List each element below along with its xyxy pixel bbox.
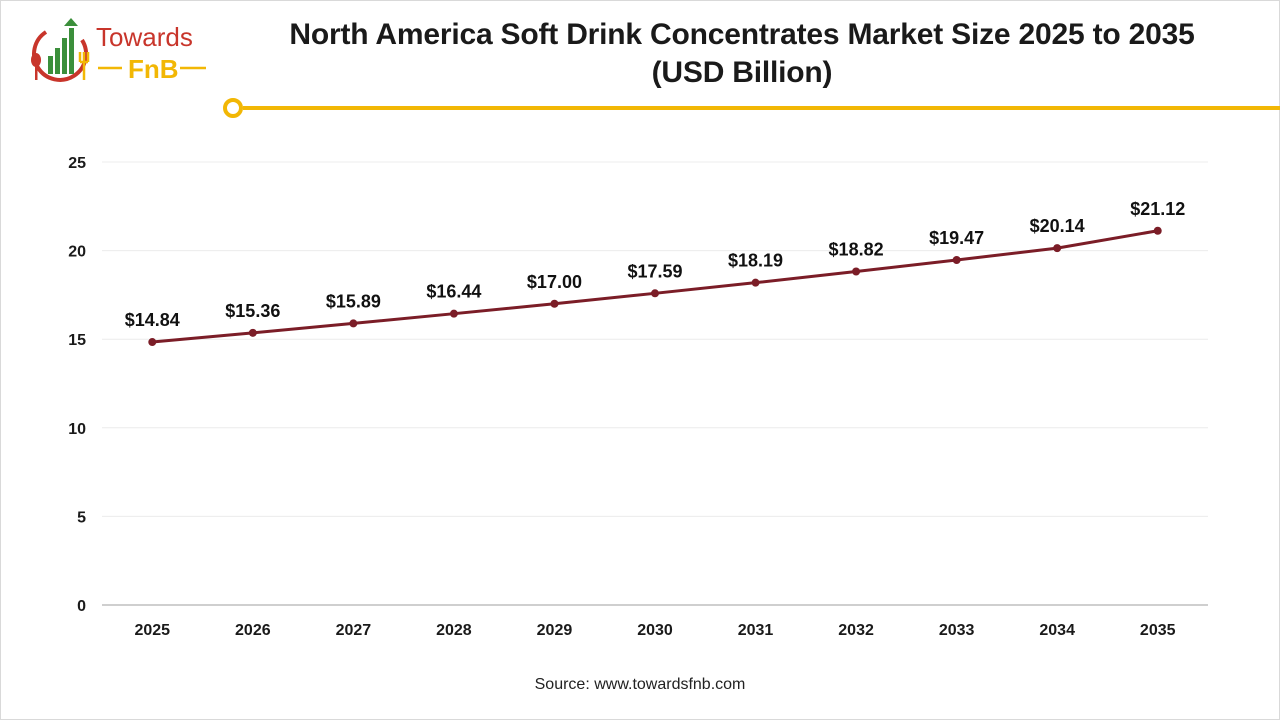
data-point [1053, 244, 1062, 253]
title-divider [223, 98, 1280, 118]
data-label: $17.59 [627, 261, 682, 281]
data-label: $19.47 [929, 228, 984, 248]
source-note: Source: www.towardsfnb.com [534, 676, 746, 693]
data-point [248, 328, 257, 337]
title-line-2: (USD Billion) [651, 56, 833, 89]
y-tick-label: 25 [68, 155, 86, 172]
data-point [952, 255, 961, 264]
page-title: North America Soft Drink Concentrates Ma… [240, 16, 1244, 92]
x-tick-label: 2033 [939, 622, 975, 639]
data-label: $15.36 [225, 301, 280, 321]
x-tick-label: 2026 [235, 622, 271, 639]
logo-word-fnb: FnB [128, 54, 179, 84]
x-tick-label: 2029 [537, 622, 573, 639]
y-tick-label: 10 [68, 421, 86, 438]
x-tick-label: 2031 [738, 622, 774, 639]
x-tick-label: 2028 [436, 622, 472, 639]
data-point [148, 338, 157, 347]
x-tick-label: 2032 [838, 622, 874, 639]
y-tick-label: 0 [77, 598, 86, 615]
logo-arrow-icon [64, 18, 78, 26]
x-tick-label: 2030 [637, 622, 673, 639]
y-tick-label: 15 [68, 332, 86, 349]
data-point [449, 309, 458, 318]
logo-bar-3 [62, 38, 67, 74]
fork-icon [78, 52, 90, 80]
y-tick-label: 20 [68, 244, 86, 261]
spoon-icon [31, 53, 41, 67]
data-label: $15.89 [326, 291, 381, 311]
data-label: $14.84 [125, 310, 180, 330]
data-point [550, 299, 559, 308]
data-point [1153, 226, 1162, 235]
series-line [152, 229, 1158, 344]
x-tick-label: 2025 [134, 622, 170, 639]
data-label: $20.14 [1030, 216, 1085, 236]
y-tick-label: 5 [77, 509, 86, 526]
divider-ring-icon [223, 98, 243, 118]
data-point [852, 267, 861, 276]
data-point [349, 319, 358, 328]
logo-bar-1 [48, 56, 53, 74]
data-label: $18.82 [829, 240, 884, 260]
logo-bar-4 [69, 28, 74, 74]
x-tick-label: 2034 [1039, 622, 1075, 639]
x-tick-label: 2027 [336, 622, 372, 639]
data-point [751, 278, 760, 287]
title-line-1: North America Soft Drink Concentrates Ma… [289, 18, 1195, 51]
logo-swoosh [32, 30, 88, 82]
data-label: $21.12 [1130, 199, 1185, 219]
logo-bar-2 [55, 48, 60, 74]
data-label: $16.44 [426, 282, 481, 302]
towards-fnb-logo: Towards FnB [31, 18, 206, 84]
data-point [651, 289, 659, 298]
data-label: $17.00 [527, 272, 582, 292]
data-label: $18.19 [728, 251, 783, 271]
x-tick-label: 2035 [1140, 622, 1176, 639]
logo-word-towards: Towards [96, 22, 193, 52]
